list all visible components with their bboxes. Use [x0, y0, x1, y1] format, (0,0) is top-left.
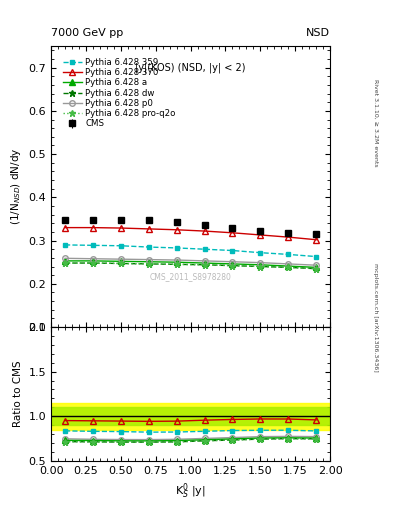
Pythia 6.428 dw — [174, 261, 179, 267]
Pythia 6.428 dw — [314, 266, 318, 272]
Pythia 6.428 pro-q2o — [146, 261, 151, 267]
Pythia 6.428 359 — [174, 245, 179, 251]
Pythia 6.428 pro-q2o — [91, 260, 95, 266]
Pythia 6.428 a — [286, 263, 291, 269]
Pythia 6.428 a — [314, 264, 318, 270]
Pythia 6.428 370 — [314, 237, 318, 243]
Pythia 6.428 dw — [91, 260, 95, 266]
Y-axis label: Ratio to CMS: Ratio to CMS — [13, 360, 23, 427]
Pythia 6.428 dw — [230, 263, 235, 269]
Pythia 6.428 359 — [146, 244, 151, 250]
Pythia 6.428 359 — [258, 250, 263, 256]
Pythia 6.428 a — [146, 259, 151, 265]
Bar — [51, 403, 330, 430]
Pythia 6.428 370 — [63, 225, 68, 231]
Pythia 6.428 370 — [258, 232, 263, 238]
Pythia 6.428 370 — [91, 225, 95, 231]
Pythia 6.428 p0 — [91, 255, 95, 262]
Line: Pythia 6.428 a: Pythia 6.428 a — [62, 258, 320, 271]
Pythia 6.428 pro-q2o — [202, 262, 207, 268]
Pythia 6.428 a — [258, 262, 263, 268]
Pythia 6.428 p0 — [174, 257, 179, 263]
Text: mcplots.cern.ch [arXiv:1306.3436]: mcplots.cern.ch [arXiv:1306.3436] — [373, 263, 378, 372]
Bar — [51, 407, 330, 425]
Pythia 6.428 359 — [202, 246, 207, 252]
Pythia 6.428 a — [202, 260, 207, 266]
Legend: Pythia 6.428 359, Pythia 6.428 370, Pythia 6.428 a, Pythia 6.428 dw, Pythia 6.42: Pythia 6.428 359, Pythia 6.428 370, Pyth… — [61, 56, 177, 130]
Pythia 6.428 a — [174, 259, 179, 265]
Line: Pythia 6.428 370: Pythia 6.428 370 — [62, 224, 320, 243]
Pythia 6.428 p0 — [119, 256, 123, 262]
Text: Rivet 3.1.10, ≥ 3.2M events: Rivet 3.1.10, ≥ 3.2M events — [373, 79, 378, 167]
Pythia 6.428 pro-q2o — [314, 266, 318, 272]
Pythia 6.428 359 — [286, 251, 291, 258]
Pythia 6.428 p0 — [230, 259, 235, 265]
Text: 7000 GeV pp: 7000 GeV pp — [51, 28, 123, 38]
Pythia 6.428 370 — [202, 228, 207, 234]
Pythia 6.428 p0 — [286, 261, 291, 267]
Pythia 6.428 p0 — [63, 255, 68, 261]
Pythia 6.428 dw — [63, 260, 68, 266]
X-axis label: K$^0_S$ |y|: K$^0_S$ |y| — [175, 481, 206, 501]
Text: |y|(KOS) (NSD, |y| < 2): |y|(KOS) (NSD, |y| < 2) — [135, 63, 246, 73]
Pythia 6.428 a — [91, 258, 95, 264]
Pythia 6.428 pro-q2o — [63, 260, 68, 266]
Pythia 6.428 370 — [174, 227, 179, 233]
Line: Pythia 6.428 p0: Pythia 6.428 p0 — [62, 255, 319, 268]
Pythia 6.428 pro-q2o — [119, 261, 123, 267]
Pythia 6.428 359 — [91, 242, 95, 248]
Pythia 6.428 p0 — [146, 257, 151, 263]
Line: Pythia 6.428 359: Pythia 6.428 359 — [62, 243, 319, 259]
Pythia 6.428 370 — [230, 230, 235, 236]
Pythia 6.428 359 — [63, 242, 68, 248]
Pythia 6.428 dw — [119, 261, 123, 267]
Pythia 6.428 359 — [314, 253, 318, 260]
Line: Pythia 6.428 pro-q2o: Pythia 6.428 pro-q2o — [62, 260, 320, 272]
Pythia 6.428 370 — [119, 225, 123, 231]
Pythia 6.428 p0 — [258, 260, 263, 266]
Line: Pythia 6.428 dw: Pythia 6.428 dw — [62, 260, 320, 272]
Pythia 6.428 359 — [119, 243, 123, 249]
Pythia 6.428 a — [119, 258, 123, 264]
Pythia 6.428 p0 — [202, 258, 207, 264]
Pythia 6.428 370 — [146, 226, 151, 232]
Pythia 6.428 359 — [230, 247, 235, 253]
Pythia 6.428 pro-q2o — [174, 261, 179, 267]
Pythia 6.428 pro-q2o — [286, 264, 291, 270]
Y-axis label: (1/N$_{NSD}$) dN/dy: (1/N$_{NSD}$) dN/dy — [9, 148, 23, 225]
Pythia 6.428 pro-q2o — [258, 264, 263, 270]
Pythia 6.428 a — [63, 258, 68, 264]
Pythia 6.428 370 — [286, 234, 291, 240]
Pythia 6.428 dw — [258, 264, 263, 270]
Text: NSD: NSD — [306, 28, 330, 38]
Text: CMS_2011_S8978280: CMS_2011_S8978280 — [150, 272, 231, 281]
Pythia 6.428 dw — [286, 264, 291, 270]
Pythia 6.428 a — [230, 261, 235, 267]
Pythia 6.428 pro-q2o — [230, 263, 235, 269]
Pythia 6.428 dw — [146, 261, 151, 267]
Pythia 6.428 p0 — [314, 262, 318, 268]
Pythia 6.428 dw — [202, 262, 207, 268]
